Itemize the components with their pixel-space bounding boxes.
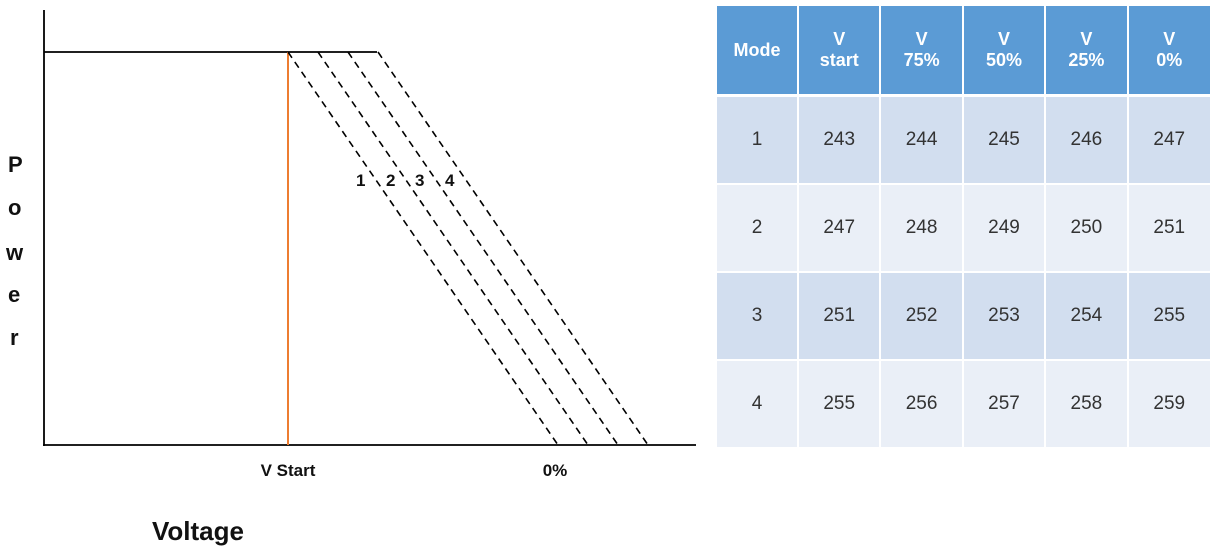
table-body: 1 243 244 245 246 247 2 247 248 249 250 251 3 251 252 2… [717, 95, 1210, 449]
y-axis-letter: r [10, 325, 19, 350]
table-cell: 251 [1127, 184, 1210, 273]
x-tick-v-start: V Start [261, 461, 316, 480]
derating-curves [287, 51, 649, 446]
table-cell: 2 [717, 184, 799, 273]
table-cell: 245 [962, 95, 1047, 185]
table-cell: 248 [880, 184, 964, 273]
derating-curve-2 [317, 51, 589, 446]
table-row: 2 247 248 249 250 251 [717, 184, 1210, 273]
table-cell: 246 [1045, 95, 1129, 185]
header-text: 0% [1156, 50, 1183, 70]
power-voltage-diagram: 1 2 3 4 P o w e r V Start 0% Voltage [5, 10, 696, 546]
header-text: 25% [1068, 50, 1105, 70]
header-text: 50% [985, 50, 1022, 70]
table-cell: 244 [880, 95, 964, 185]
table-cell: 259 [1127, 360, 1210, 449]
table-cell: 243 [798, 95, 882, 185]
table-header-cell: V 50% [962, 6, 1047, 97]
curve-label-3: 3 [415, 171, 424, 190]
table-cell: 4 [717, 360, 799, 449]
curve-label-1: 1 [356, 171, 365, 190]
table-header-cell: V 75% [880, 6, 964, 97]
table-cell: 247 [798, 184, 882, 273]
header-text: Mode [733, 39, 781, 60]
x-tick-zero: 0% [543, 461, 568, 480]
derating-curve-4 [377, 51, 649, 446]
y-axis-letter: o [8, 195, 21, 220]
table-cell: 256 [880, 360, 964, 449]
table-header-cell: V 25% [1045, 6, 1129, 97]
table-cell: 255 [1127, 272, 1210, 361]
table-header-cell: V 0% [1127, 6, 1210, 97]
header-text: V [833, 29, 846, 49]
table-cell: 252 [880, 272, 964, 361]
table-header-cell: Mode [717, 6, 799, 97]
derating-curve-1 [287, 51, 559, 446]
table-cell: 3 [717, 272, 799, 361]
curve-label-2: 2 [386, 171, 395, 190]
y-axis-letter: P [8, 152, 23, 177]
table-cell: 253 [962, 272, 1047, 361]
table-cell: 257 [962, 360, 1047, 449]
table-cell: 249 [962, 184, 1047, 273]
table-cell: 255 [798, 360, 882, 449]
y-axis-letter: e [8, 282, 20, 307]
table-row: 4 255 256 257 258 259 [717, 360, 1210, 449]
header-text: V [997, 29, 1010, 49]
curve-label-4: 4 [445, 171, 455, 190]
table-cell: 254 [1045, 272, 1129, 361]
header-text: 75% [903, 50, 940, 70]
table-cell: 258 [1045, 360, 1129, 449]
table-cell: 251 [798, 272, 882, 361]
table-row: 1 243 244 245 246 247 [717, 95, 1210, 185]
table-cell: 1 [717, 95, 799, 185]
header-text: V [915, 29, 928, 49]
table-cell: 247 [1127, 95, 1210, 185]
x-axis-title: Voltage [152, 516, 244, 546]
y-axis-letter: w [5, 240, 24, 265]
table-row: 3 251 252 253 254 255 [717, 272, 1210, 361]
header-text: start [819, 50, 859, 70]
derating-curve-3 [347, 51, 619, 446]
header-text: V [1080, 29, 1093, 49]
table-cell: 250 [1045, 184, 1129, 273]
header-text: V [1163, 29, 1176, 49]
